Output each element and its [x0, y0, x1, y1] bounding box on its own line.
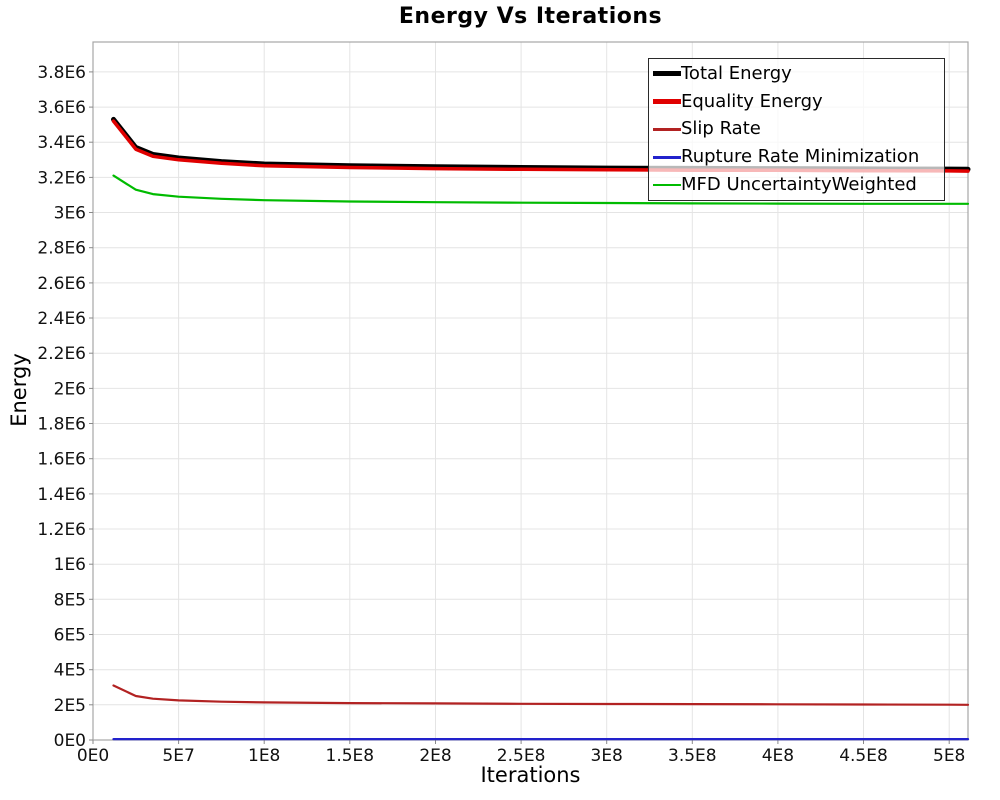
y-tick-label: 1.6E6 [37, 450, 86, 470]
x-tick-label: 3E8 [591, 746, 623, 766]
legend-item: Rupture Rate Minimization [653, 144, 942, 171]
legend-item: Equality Energy [653, 88, 942, 115]
legend-item-label: MFD UncertaintyWeighted [681, 174, 917, 196]
x-tick-label: 5E8 [933, 746, 965, 766]
chart-title: Energy Vs Iterations [398, 4, 663, 29]
legend-item-label: Rupture Rate Minimization [681, 146, 920, 168]
legend-line-glyph [653, 128, 681, 131]
y-tick-label: 2E6 [54, 379, 86, 399]
y-tick-label: 3.8E6 [37, 63, 86, 83]
legend-line-glyph [653, 71, 681, 77]
y-tick-label: 2.2E6 [37, 344, 86, 364]
x-tick-label: 0E0 [77, 746, 109, 766]
x-tick-label: 1.5E8 [326, 746, 375, 766]
y-tick-label: 3E6 [54, 204, 86, 224]
legend-box: Total Energy Equality Energy Slip Rate Rupt… [648, 58, 945, 201]
y-tick-label: 2.4E6 [37, 309, 86, 329]
x-axis-title: Iterations [480, 763, 581, 787]
legend-line-glyph [653, 156, 681, 159]
legend-item: MFD UncertaintyWeighted [653, 172, 942, 199]
y-tick-label: 1E6 [54, 555, 86, 575]
x-tick-label: 4E8 [762, 746, 794, 766]
x-tick-label: 3.5E8 [668, 746, 717, 766]
y-tick-label: 1.4E6 [37, 485, 86, 505]
y-tick-label: 3.2E6 [37, 168, 86, 188]
x-tick-label: 2E8 [419, 746, 451, 766]
y-tick-label: 4E5 [54, 661, 86, 681]
x-tick-label: 2.5E8 [497, 746, 546, 766]
y-tick-label: 3.4E6 [37, 133, 86, 153]
y-tick-label: 3.6E6 [37, 98, 86, 118]
y-tick-label: 1.2E6 [37, 520, 86, 540]
x-tick-label: 5E7 [162, 746, 194, 766]
legend-item-label: Slip Rate [681, 118, 761, 140]
y-tick-label: 6E5 [54, 626, 86, 646]
x-tick-label: 4.5E8 [839, 746, 888, 766]
legend-item: Slip Rate [653, 116, 942, 143]
y-tick-label: 2.6E6 [37, 274, 86, 294]
y-tick-label: 0E0 [54, 731, 86, 751]
legend-item-label: Total Energy [681, 62, 792, 84]
y-tick-label: 8E5 [54, 590, 86, 610]
series-line-slip-rate [112, 684, 970, 706]
y-tick-label: 1.8E6 [37, 415, 86, 435]
legend-item: Total Energy [653, 60, 942, 87]
legend-line-glyph [653, 183, 681, 187]
x-tick-label: 1E8 [248, 746, 280, 766]
legend-item-label: Equality Energy [681, 90, 823, 112]
series-line-mfd-uncertaintyweighted [112, 174, 970, 205]
legend-line-glyph [653, 99, 681, 105]
y-tick-label: 2.8E6 [37, 239, 86, 259]
y-tick-label: 2E5 [54, 696, 86, 716]
y-axis-title: Energy [7, 353, 31, 427]
